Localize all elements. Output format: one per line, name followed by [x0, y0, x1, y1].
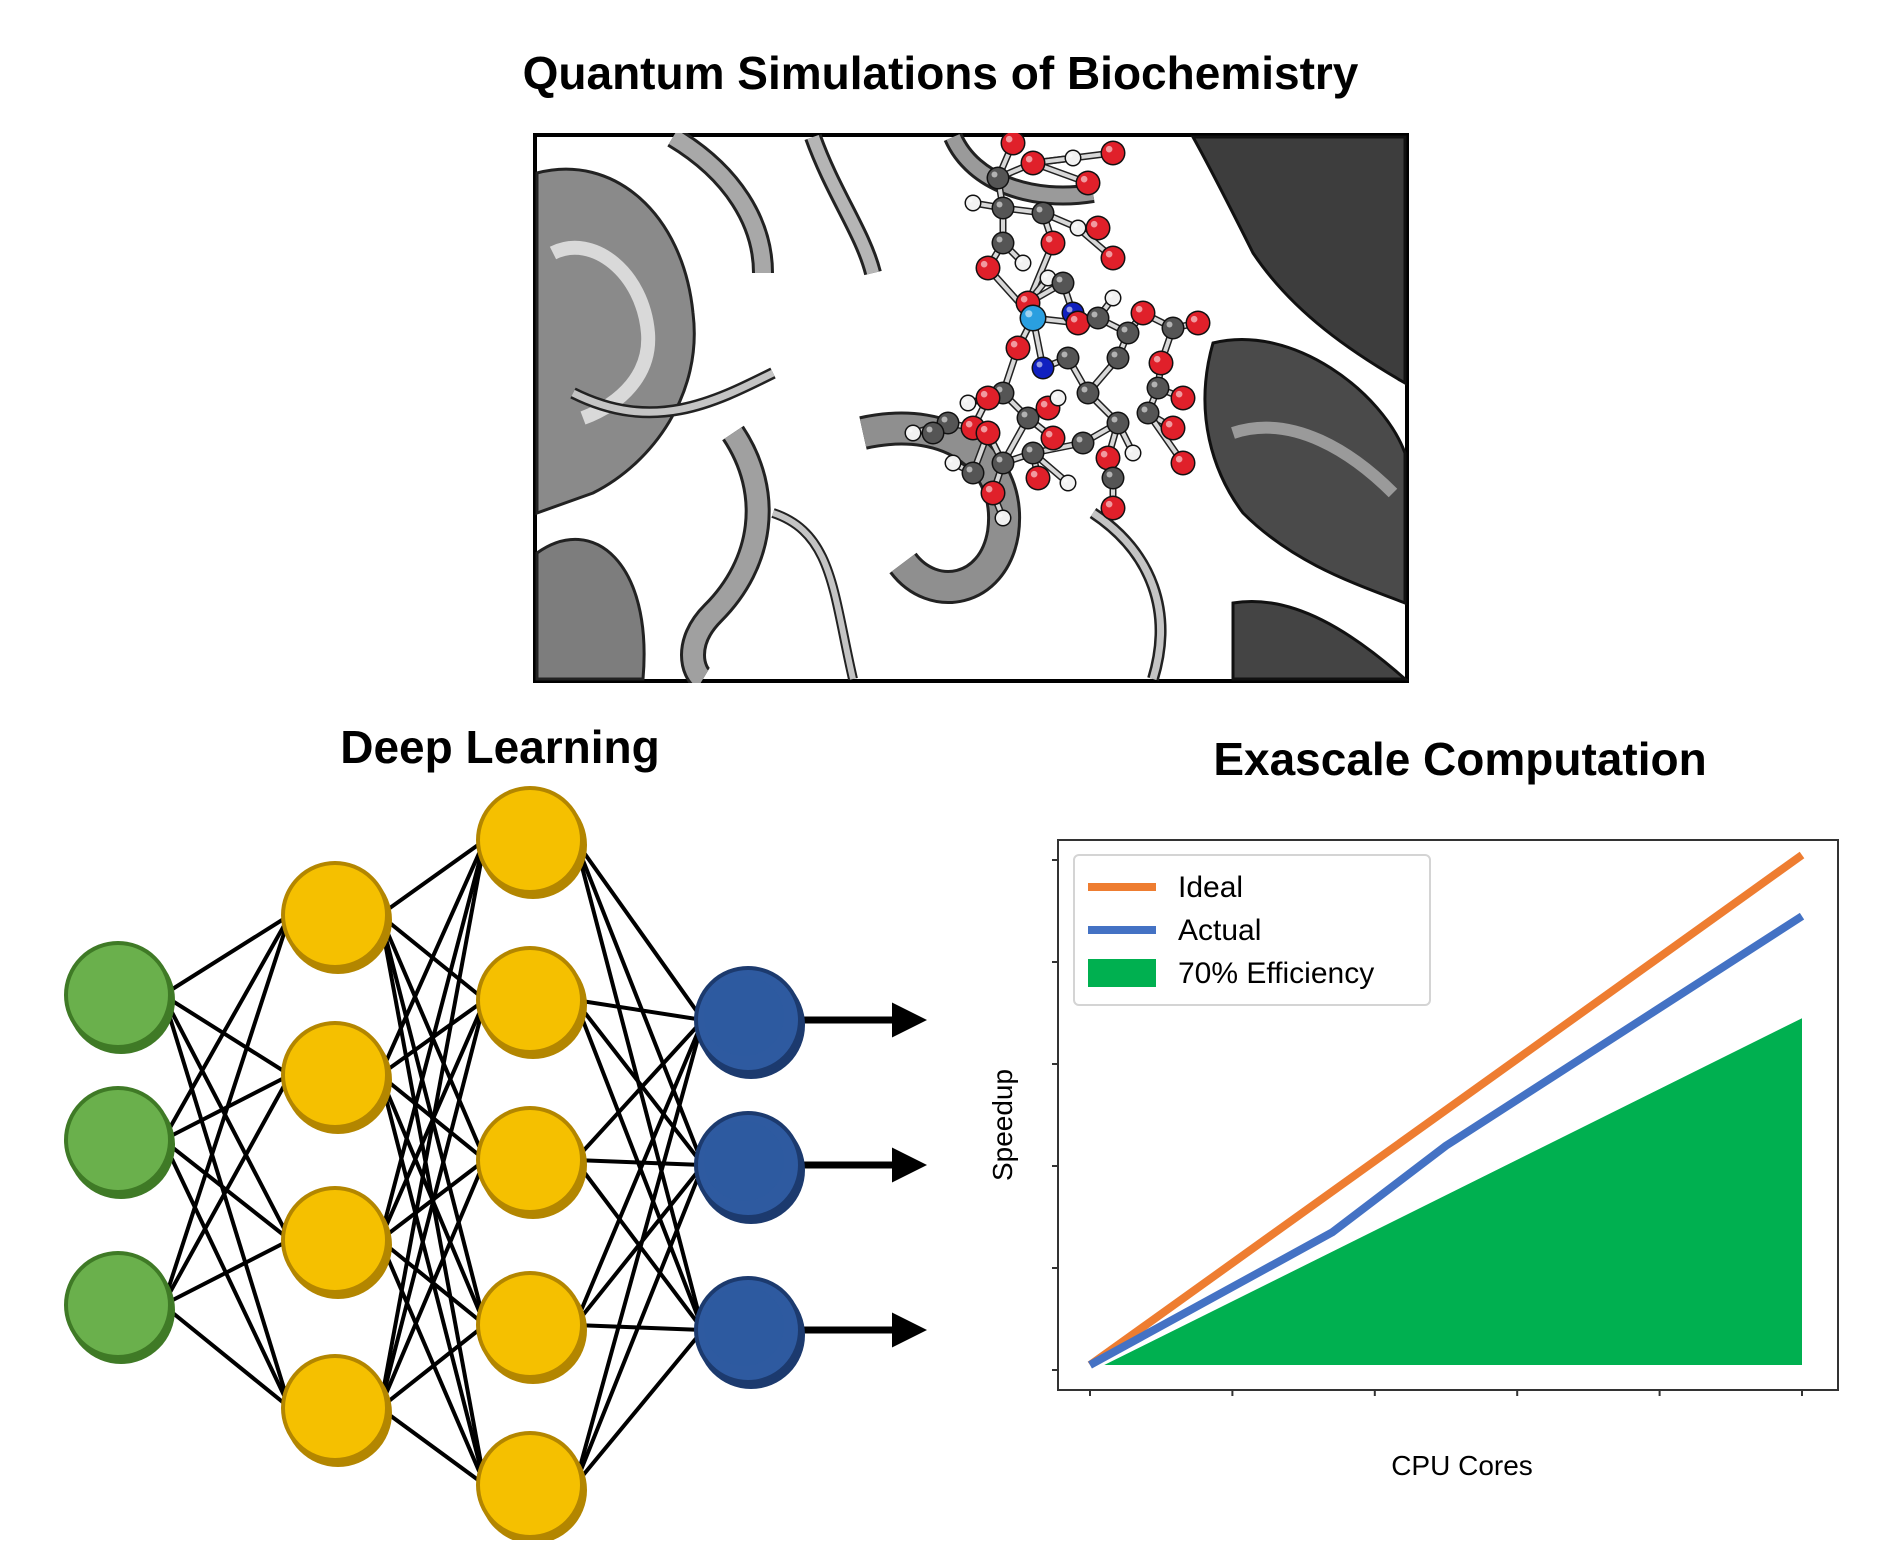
chart-legend: Ideal Actual 70% Efficiency	[1073, 854, 1431, 1006]
series-line-actual	[1088, 912, 1805, 1369]
legend-swatch	[1088, 959, 1156, 987]
network-node	[64, 941, 175, 1054]
molecule-atoms	[904, 133, 1211, 527]
x-axis-label: CPU Cores	[1391, 1450, 1533, 1481]
neural-network-diagram	[64, 786, 927, 1540]
network-node	[281, 1021, 392, 1134]
network-connections	[161, 838, 705, 1487]
network-node	[64, 1251, 175, 1364]
network-nodes	[64, 786, 805, 1540]
network-node	[281, 861, 392, 974]
network-node	[281, 1354, 392, 1467]
network-node	[476, 1106, 587, 1219]
network-node	[281, 1186, 392, 1299]
axis-ticks	[1052, 859, 1803, 1396]
exascale-computation-title: Exascale Computation	[1213, 733, 1707, 785]
y-axis-label: Speedup	[987, 1069, 1018, 1181]
deep-learning-title: Deep Learning	[340, 721, 660, 773]
legend-label: 70% Efficiency	[1178, 957, 1374, 990]
quantum-simulations-title: Quantum Simulations of Biochemistry	[522, 47, 1359, 99]
legend-label: Ideal	[1178, 871, 1243, 904]
legend-box	[1073, 854, 1431, 1006]
network-node	[476, 946, 587, 1059]
network-node	[694, 1111, 805, 1224]
network-node	[476, 1271, 587, 1384]
network-node	[476, 1431, 587, 1540]
network-node	[694, 966, 805, 1079]
network-output-arrows	[800, 1002, 927, 1348]
speedup-chart: Ideal Actual 70% Efficiency CPU Cores Spee…	[987, 839, 1839, 1481]
network-node	[694, 1276, 805, 1389]
legend-label: Actual	[1178, 914, 1261, 947]
network-node	[64, 1086, 175, 1199]
series-line-ideal	[1087, 851, 1805, 1369]
network-node	[476, 786, 587, 899]
protein-ligand-render-panel	[533, 133, 1409, 683]
